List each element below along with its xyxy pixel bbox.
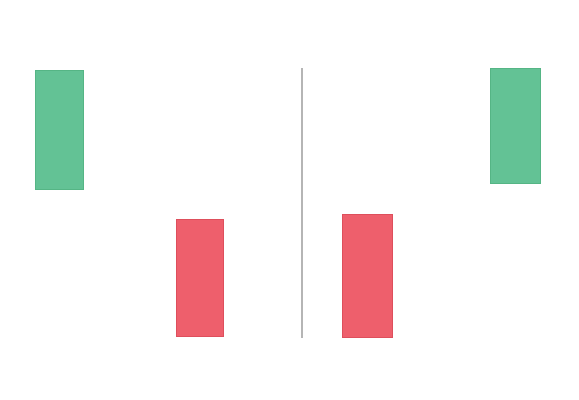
green-block-left bbox=[35, 70, 84, 190]
red-block-right bbox=[342, 214, 393, 338]
red-block-left bbox=[176, 219, 224, 337]
green-block-right bbox=[490, 68, 541, 184]
center-divider-line bbox=[301, 68, 303, 338]
